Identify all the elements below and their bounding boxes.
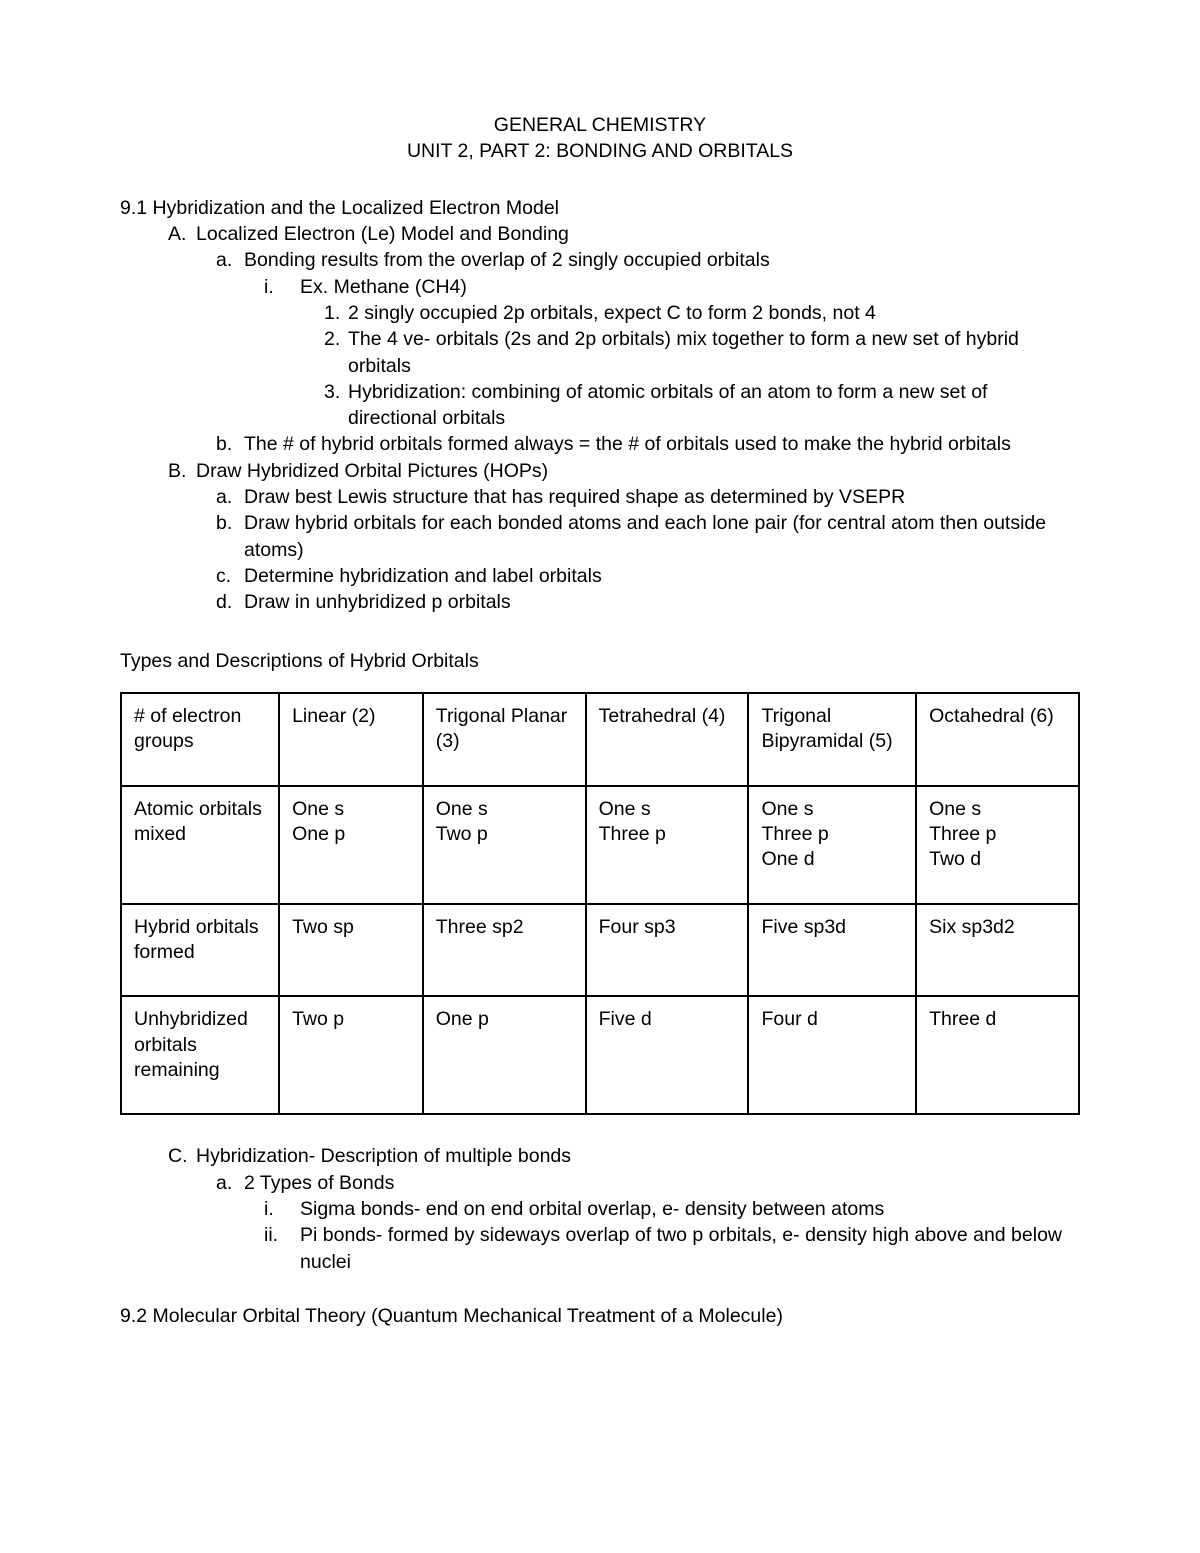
table-cell: Trigonal Bipyramidal (5) bbox=[748, 693, 916, 786]
outline-text: Sigma bonds- end on end orbital overlap,… bbox=[300, 1196, 1080, 1222]
outline-marker: d. bbox=[216, 589, 244, 615]
table-row: Atomic orbitals mixedOne sOne pOne sTwo … bbox=[121, 786, 1079, 904]
outline-item-C: C. Hybridization- Description of multipl… bbox=[168, 1143, 1080, 1169]
outline-item-B-a: a. Draw best Lewis structure that has re… bbox=[216, 484, 1080, 510]
table-cell: Five d bbox=[586, 996, 749, 1114]
outline-text: Draw hybrid orbitals for each bonded ato… bbox=[244, 510, 1080, 563]
table-row: Hybrid orbitals formedTwo spThree sp2Fou… bbox=[121, 904, 1079, 997]
table-cell: Unhybridized orbitals remaining bbox=[121, 996, 279, 1114]
table-cell: # of electron groups bbox=[121, 693, 279, 786]
table-cell: One sTwo p bbox=[423, 786, 586, 904]
table-cell: One sThree pOne d bbox=[748, 786, 916, 904]
table-row: # of electron groupsLinear (2)Trigonal P… bbox=[121, 693, 1079, 786]
outline-item-B-b: b. Draw hybrid orbitals for each bonded … bbox=[216, 510, 1080, 563]
outline-item-B-d: d. Draw in unhybridized p orbitals bbox=[216, 589, 1080, 615]
outline-item-A-b: b. The # of hybrid orbitals formed alway… bbox=[216, 431, 1080, 457]
outline-marker: B. bbox=[168, 458, 196, 484]
table-cell: Trigonal Planar (3) bbox=[423, 693, 586, 786]
hybrid-orbitals-table: # of electron groupsLinear (2)Trigonal P… bbox=[120, 692, 1080, 1115]
outline-marker: c. bbox=[216, 563, 244, 589]
outline-text: Hybridization: combining of atomic orbit… bbox=[348, 379, 1080, 432]
table-caption: Types and Descriptions of Hybrid Orbital… bbox=[120, 648, 1080, 674]
table-cell: Two p bbox=[279, 996, 423, 1114]
outline-text: Hybridization- Description of multiple b… bbox=[196, 1143, 1080, 1169]
outline-text: Draw in unhybridized p orbitals bbox=[244, 589, 1080, 615]
outline-marker: C. bbox=[168, 1143, 196, 1169]
title-line-1: GENERAL CHEMISTRY bbox=[120, 112, 1080, 138]
title-line-2: UNIT 2, PART 2: BONDING AND ORBITALS bbox=[120, 138, 1080, 164]
table-cell: Two sp bbox=[279, 904, 423, 997]
outline-text: Localized Electron (Le) Model and Bondin… bbox=[196, 221, 1080, 247]
outline-marker: i. bbox=[264, 274, 300, 300]
section-9-2-heading: 9.2 Molecular Orbital Theory (Quantum Me… bbox=[120, 1303, 1080, 1329]
table-cell: Atomic orbitals mixed bbox=[121, 786, 279, 904]
outline-text: Draw best Lewis structure that has requi… bbox=[244, 484, 1080, 510]
outline-marker: a. bbox=[216, 484, 244, 510]
table-cell: Six sp3d2 bbox=[916, 904, 1079, 997]
outline-item-A: A. Localized Electron (Le) Model and Bon… bbox=[168, 221, 1080, 247]
outline-marker: ii. bbox=[264, 1222, 300, 1275]
table-cell: Three sp2 bbox=[423, 904, 586, 997]
outline-item-A-a-i: i. Ex. Methane (CH4) bbox=[264, 274, 1080, 300]
outline-marker: a. bbox=[216, 247, 244, 273]
outline-item-B: B. Draw Hybridized Orbital Pictures (HOP… bbox=[168, 458, 1080, 484]
table-cell: One p bbox=[423, 996, 586, 1114]
table-cell: One sThree pTwo d bbox=[916, 786, 1079, 904]
table-cell: Five sp3d bbox=[748, 904, 916, 997]
outline-marker: b. bbox=[216, 510, 244, 563]
outline-marker: 2. bbox=[324, 326, 348, 379]
outline-item-C-a-ii: ii. Pi bonds- formed by sideways overlap… bbox=[264, 1222, 1080, 1275]
outline-text: The # of hybrid orbitals formed always =… bbox=[244, 431, 1080, 457]
table-cell: Hybrid orbitals formed bbox=[121, 904, 279, 997]
outline-text: Determine hybridization and label orbita… bbox=[244, 563, 1080, 589]
table-cell: Tetrahedral (4) bbox=[586, 693, 749, 786]
outline-item-A-a-i-1: 1. 2 singly occupied 2p orbitals, expect… bbox=[324, 300, 1080, 326]
table-cell: One sThree p bbox=[586, 786, 749, 904]
outline-text: Bonding results from the overlap of 2 si… bbox=[244, 247, 1080, 273]
outline-marker: A. bbox=[168, 221, 196, 247]
table-cell: Four d bbox=[748, 996, 916, 1114]
outline-text: The 4 ve- orbitals (2s and 2p orbitals) … bbox=[348, 326, 1080, 379]
outline-marker: b. bbox=[216, 431, 244, 457]
table-cell: Octahedral (6) bbox=[916, 693, 1079, 786]
outline-text: Pi bonds- formed by sideways overlap of … bbox=[300, 1222, 1080, 1275]
table-cell: Three d bbox=[916, 996, 1079, 1114]
outline-item-A-a-i-3: 3. Hybridization: combining of atomic or… bbox=[324, 379, 1080, 432]
outline-marker: i. bbox=[264, 1196, 300, 1222]
outline-marker: a. bbox=[216, 1170, 244, 1196]
outline-item-C-a: a. 2 Types of Bonds bbox=[216, 1170, 1080, 1196]
table-cell: Four sp3 bbox=[586, 904, 749, 997]
outline-item-A-a: a. Bonding results from the overlap of 2… bbox=[216, 247, 1080, 273]
outline-item-B-c: c. Determine hybridization and label orb… bbox=[216, 563, 1080, 589]
section-9-1-heading: 9.1 Hybridization and the Localized Elec… bbox=[120, 195, 1080, 221]
outline-text: 2 Types of Bonds bbox=[244, 1170, 1080, 1196]
outline-marker: 1. bbox=[324, 300, 348, 326]
title-block: GENERAL CHEMISTRY UNIT 2, PART 2: BONDIN… bbox=[120, 112, 1080, 165]
outline-marker: 3. bbox=[324, 379, 348, 432]
outline-text: Ex. Methane (CH4) bbox=[300, 274, 1080, 300]
table-row: Unhybridized orbitals remainingTwo pOne … bbox=[121, 996, 1079, 1114]
outline-text: Draw Hybridized Orbital Pictures (HOPs) bbox=[196, 458, 1080, 484]
outline-item-C-a-i: i. Sigma bonds- end on end orbital overl… bbox=[264, 1196, 1080, 1222]
document-page: GENERAL CHEMISTRY UNIT 2, PART 2: BONDIN… bbox=[0, 0, 1200, 1553]
outline-item-A-a-i-2: 2. The 4 ve- orbitals (2s and 2p orbital… bbox=[324, 326, 1080, 379]
outline-text: 2 singly occupied 2p orbitals, expect C … bbox=[348, 300, 1080, 326]
table-cell: One sOne p bbox=[279, 786, 423, 904]
table-cell: Linear (2) bbox=[279, 693, 423, 786]
